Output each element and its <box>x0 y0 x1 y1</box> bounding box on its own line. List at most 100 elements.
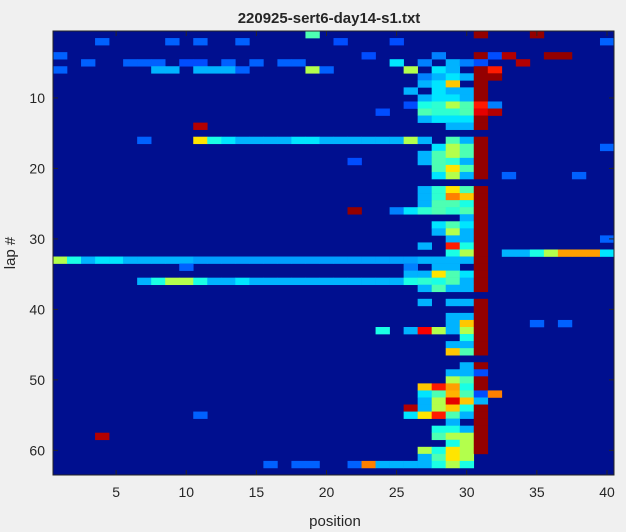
heatmap-cell <box>445 341 461 349</box>
heatmap-cell <box>459 122 475 130</box>
heatmap-cell <box>445 221 461 229</box>
heatmap-cell <box>417 460 432 469</box>
heatmap-cell <box>431 157 447 166</box>
heatmap-cell <box>459 164 475 173</box>
heatmap-cell <box>445 143 461 152</box>
heatmap-cell <box>333 136 348 145</box>
heatmap-cell <box>473 228 489 236</box>
heatmap-cell <box>431 193 447 201</box>
heatmap-cell <box>235 66 250 74</box>
heatmap-cell <box>445 122 461 130</box>
heatmap-cell <box>431 460 447 469</box>
heatmap-cell <box>487 52 503 60</box>
heatmap-cell <box>403 207 418 215</box>
y-tick-label: 60 <box>29 442 45 458</box>
heatmap-cell <box>375 277 390 286</box>
heatmap-cell <box>473 298 489 307</box>
heatmap-cell <box>417 298 432 307</box>
heatmap-cell <box>473 305 489 314</box>
heatmap-cell <box>473 221 489 229</box>
heatmap-cell <box>459 376 475 384</box>
heatmap-cell <box>459 327 475 335</box>
heatmap-cell <box>431 453 447 462</box>
heatmap-cell <box>459 383 475 391</box>
heatmap-cell <box>431 284 447 293</box>
heatmap-cell <box>459 362 475 370</box>
heatmap-cell <box>459 87 475 95</box>
heatmap-cell <box>445 425 461 434</box>
heatmap-cell <box>389 38 404 46</box>
heatmap-cell <box>459 186 475 194</box>
heatmap-cell <box>473 87 489 95</box>
heatmap-cell <box>305 66 320 74</box>
heatmap-cell <box>403 101 418 109</box>
heatmap-cell <box>389 136 404 145</box>
x-tick-label: 30 <box>459 484 475 500</box>
heatmap-cell <box>403 87 418 95</box>
heatmap-cell <box>473 411 489 419</box>
heatmap-cell <box>459 108 475 116</box>
heatmap-cell <box>459 404 475 412</box>
heatmap-cell <box>445 136 461 145</box>
heatmap-cell <box>361 52 376 60</box>
heatmap-cell <box>95 38 110 46</box>
heatmap-cell <box>501 171 517 180</box>
heatmap-cell <box>459 256 475 264</box>
heatmap-cell <box>347 136 362 145</box>
heatmap-cell <box>459 115 475 123</box>
heatmap-cell <box>459 439 475 448</box>
heatmap-cell <box>445 453 461 462</box>
heatmap-cell <box>347 277 362 286</box>
heatmap-cell <box>179 277 194 286</box>
heatmap-cell <box>459 446 475 455</box>
heatmap-cell <box>417 59 432 67</box>
heatmap-cell <box>473 157 489 166</box>
heatmap-cell <box>459 207 475 215</box>
heatmap-cell <box>417 397 432 405</box>
heatmap-cell <box>319 256 334 264</box>
heatmap-cell <box>445 200 461 208</box>
heatmap-cell <box>417 411 432 419</box>
heatmap-cell <box>473 143 489 152</box>
heatmap-cell <box>599 143 615 152</box>
heatmap-cell <box>473 249 489 257</box>
heatmap-cell <box>417 242 432 250</box>
heatmap-cell <box>459 319 475 328</box>
heatmap-cell <box>473 312 489 321</box>
x-tick-label: 35 <box>529 484 545 500</box>
heatmap-cell <box>431 411 447 419</box>
heatmap-cell <box>81 256 96 264</box>
heatmap-cell <box>473 348 489 356</box>
heatmap-cell <box>459 101 475 109</box>
heatmap-cell <box>431 221 447 229</box>
heatmap-cell <box>431 390 447 398</box>
heatmap-cell <box>459 94 475 102</box>
heatmap-cell <box>445 157 461 166</box>
heatmap-cell <box>249 277 264 286</box>
heatmap-cell <box>501 52 517 60</box>
heatmap-cell <box>445 319 461 328</box>
heatmap-cell <box>193 66 208 74</box>
heatmap-cell <box>193 38 208 46</box>
heatmap-cell <box>67 256 82 264</box>
heatmap-cell <box>445 277 461 286</box>
heatmap-cell <box>459 228 475 236</box>
axis-ticks: 5 10 15 20 25 30 35 40 10 20 30 40 50 60 <box>29 31 615 500</box>
heatmap-cell <box>305 136 320 145</box>
heatmap-cell <box>459 397 475 405</box>
heatmap-cell <box>473 193 489 201</box>
heatmap-cell <box>473 390 489 398</box>
heatmap-cell <box>431 425 447 434</box>
heatmap-cell <box>445 383 461 391</box>
heatmap-cell <box>445 327 461 335</box>
heatmap-cell <box>473 277 489 286</box>
heatmap-cell <box>473 319 489 328</box>
heatmap-cell <box>277 136 292 145</box>
heatmap-cell <box>375 327 390 335</box>
heatmap-cell <box>487 73 503 81</box>
heatmap-cell <box>249 256 264 264</box>
heatmap-cell <box>473 376 489 384</box>
heatmap-cell <box>473 369 489 377</box>
heatmap-cell <box>459 242 475 250</box>
heatmap-cell <box>193 122 208 130</box>
